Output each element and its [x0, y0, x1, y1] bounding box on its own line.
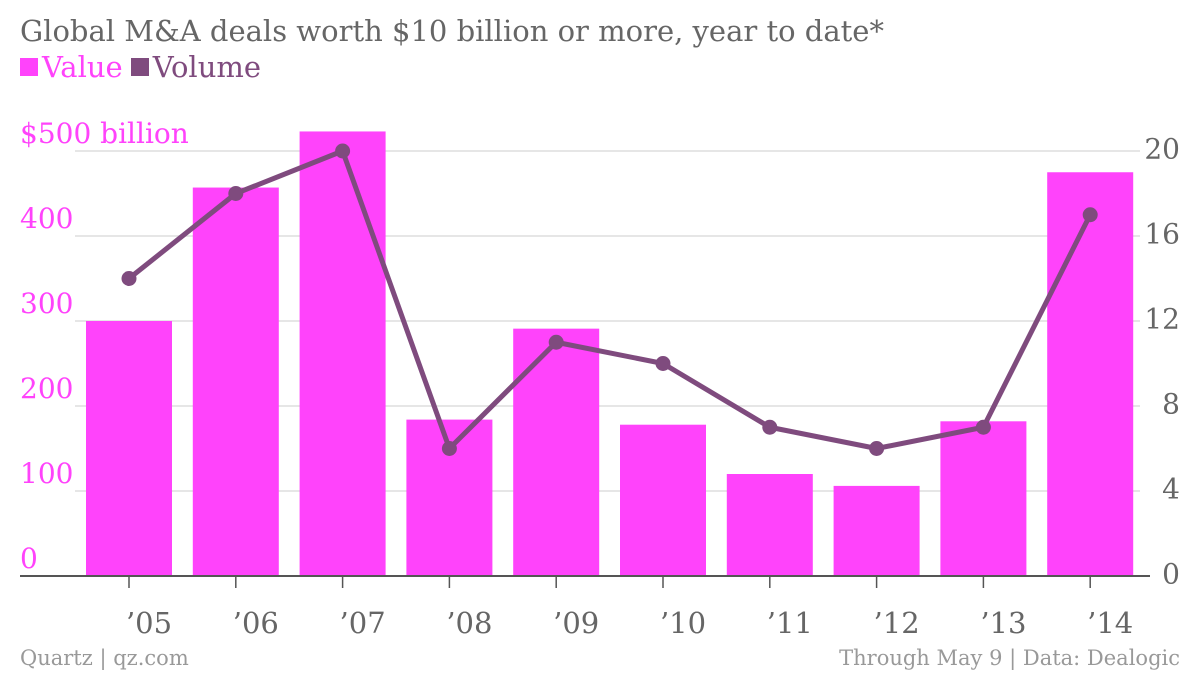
bar-7 [833, 485, 920, 576]
y-left-tick-label-400: 400 [20, 202, 73, 235]
bar-9 [1047, 172, 1134, 576]
footer-note: Through May 9 | Data: Dealogic [839, 646, 1180, 670]
y-left-tick-label-100: 100 [20, 457, 73, 490]
x-tick-label-8: ’13 [980, 606, 1026, 640]
x-tick-label-4: ’09 [553, 606, 599, 640]
x-tick-label-0: ’05 [126, 606, 172, 640]
x-axis [20, 575, 1150, 588]
bar-5 [620, 424, 706, 576]
legend-swatch-volume [130, 58, 149, 76]
volume-point-1 [228, 186, 244, 201]
y-right-tick-label-0: 0 [1162, 558, 1180, 591]
volume-series-line [127, 148, 1093, 451]
bar-2 [299, 131, 386, 576]
bar-0 [86, 321, 172, 576]
x-tick-label-3: ’08 [446, 606, 492, 640]
y-right-tick-label-20: 20 [1144, 133, 1180, 166]
legend-label-volume: Volume [152, 50, 262, 84]
y-left-tick-label-500: $500 billion [20, 117, 189, 150]
volume-point-6 [762, 419, 778, 435]
legend: Value Volume [20, 50, 269, 84]
volume-point-5 [655, 356, 671, 371]
volume-point-7 [869, 441, 885, 456]
x-tick-label-9: ’14 [1087, 606, 1133, 640]
x-tick-label-6: ’11 [767, 606, 813, 640]
y-right-tick-label-16: 16 [1144, 218, 1180, 251]
volume-line [121, 143, 1098, 456]
volume-point-2 [335, 143, 351, 159]
value-bars [86, 131, 1134, 577]
chart-title: Global M&A deals worth $10 billion or mo… [20, 14, 884, 48]
y-left-tick-label-0: 0 [20, 542, 38, 575]
legend-swatch-value [20, 58, 38, 76]
y-left-tick-label-300: 300 [20, 287, 73, 320]
bar-4 [513, 328, 600, 576]
y-right-tick-label-4: 4 [1162, 473, 1180, 506]
y-right-tick-label-8: 8 [1162, 388, 1180, 421]
legend-item-volume: Volume [130, 50, 262, 84]
volume-point-0 [121, 271, 137, 286]
bar-8 [940, 421, 1027, 576]
x-tick-label-5: ’10 [660, 606, 706, 640]
volume-point-4 [548, 334, 564, 350]
y-left-tick-label-200: 200 [20, 372, 73, 405]
tick-labels: 0 100 200 300 400 $500 billion 0 4 8 12 16 20 ’05 ’06… [20, 117, 1180, 640]
bar-6 [726, 474, 813, 576]
legend-label-value: Value [42, 50, 123, 84]
x-tick-label-1: ’06 [233, 606, 279, 640]
volume-point-8 [975, 419, 991, 435]
x-tick-label-2: ’07 [340, 606, 386, 640]
legend-item-value: Value [20, 50, 123, 84]
volume-point-9 [1082, 207, 1098, 223]
y-right-tick-label-12: 12 [1144, 303, 1180, 336]
x-tick-label-7: ’12 [874, 606, 920, 640]
bar-1 [192, 187, 279, 577]
volume-point-3 [441, 441, 457, 456]
footer-source: Quartz | qz.com [20, 646, 189, 670]
